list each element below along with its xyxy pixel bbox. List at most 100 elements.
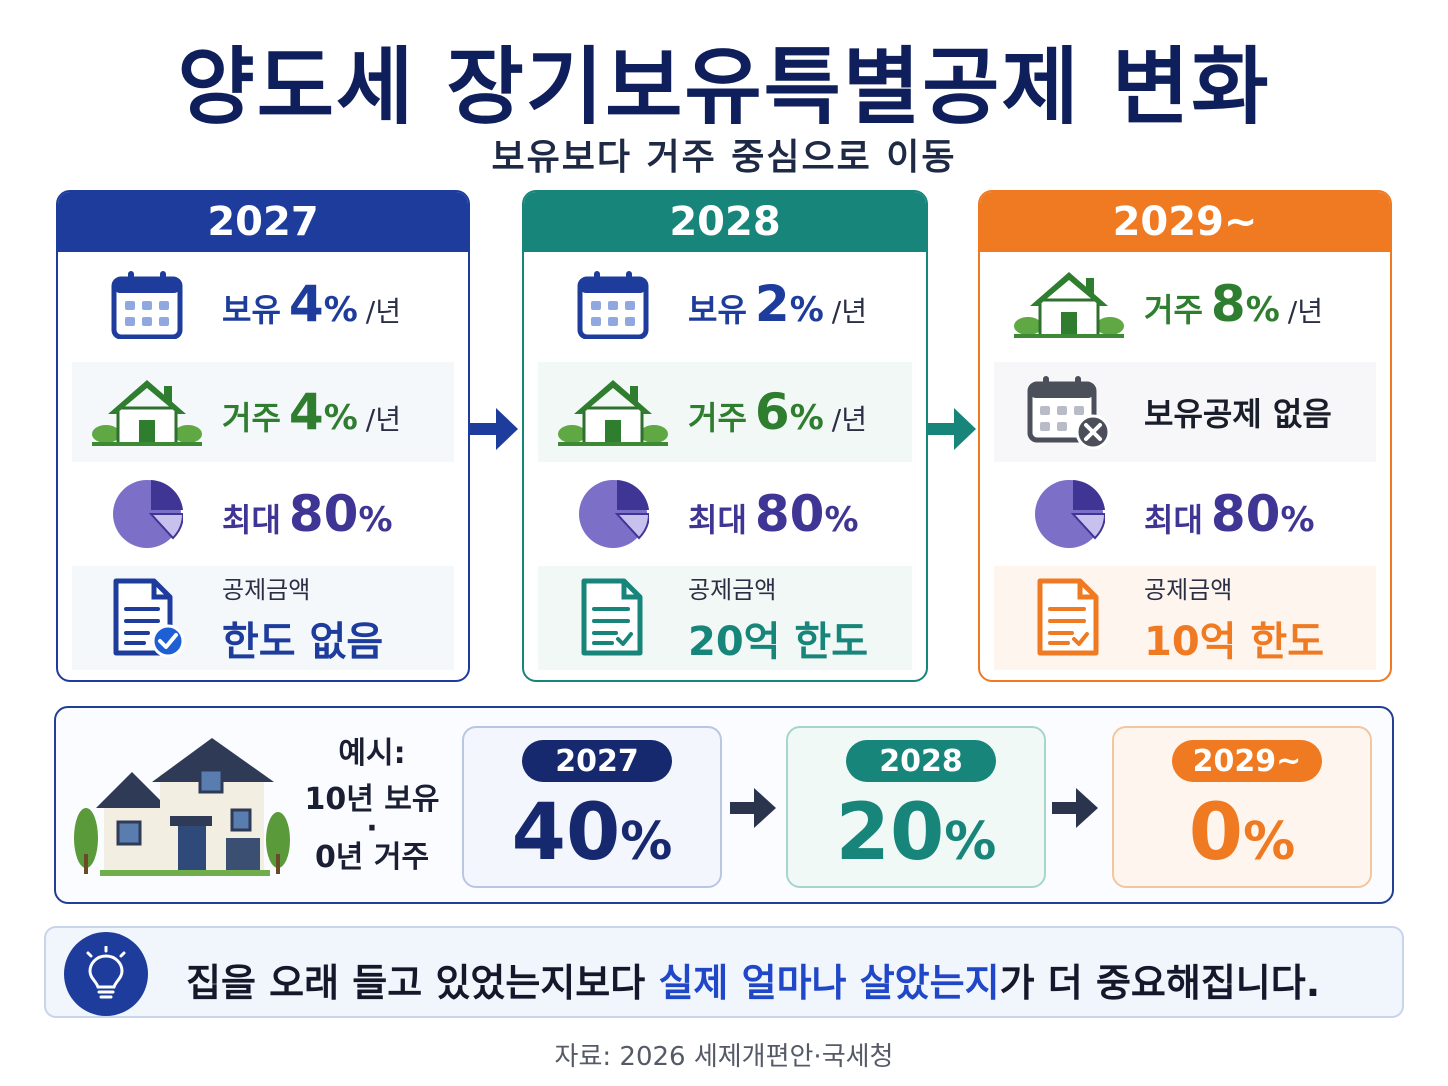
document-icon — [538, 577, 688, 659]
key-takeaway-text: 집을 오래 들고 있었는지보다 실제 얼마나 살았는지가 더 중요해집니다. — [186, 952, 1320, 1007]
row-value: 한도 없음 — [222, 618, 384, 665]
holding-rate-row: 보유 4% /년 — [72, 254, 454, 354]
deduction-limit-row: 공제금액 20억 한도 — [538, 566, 912, 670]
no-holding-deduction-row: 보유공제 없음 — [994, 362, 1376, 462]
row-label: 보유 — [688, 291, 747, 329]
page-subtitle: 보유보다 거주 중심으로 이동 — [491, 137, 957, 178]
row-percent: % — [824, 500, 859, 540]
arrow-right-icon — [470, 408, 518, 450]
arrow-right-icon — [1052, 788, 1098, 828]
example-rate-percent: % — [944, 812, 997, 872]
pie-chart-icon — [538, 478, 688, 550]
row-label: 최대 — [222, 501, 281, 539]
example-2027: 2027 40% — [462, 726, 722, 888]
key-takeaway-banner: 집을 오래 들고 있었는지보다 실제 얼마나 살았는지가 더 중요해집니다. — [44, 926, 1404, 1018]
example-description: 예시: 10년 보유 · 0년 거주 — [302, 736, 442, 876]
row-percent: % — [323, 398, 358, 438]
pie-chart-icon — [994, 478, 1144, 550]
row-label: 거주 — [1144, 291, 1203, 329]
row-label: 공제금액 — [222, 575, 311, 604]
document-check-icon — [72, 577, 222, 659]
row-value: 20억 한도 — [688, 618, 868, 665]
calendar-icon — [538, 269, 688, 339]
example-holding: 10년 보유 — [304, 782, 440, 817]
example-rate: 0% — [1114, 788, 1370, 878]
example-panel: 예시: 10년 보유 · 0년 거주 2027 40% 2028 20% 202… — [54, 706, 1394, 904]
row-value: 6 — [754, 383, 790, 441]
row-value: 80 — [1210, 485, 1281, 543]
source-note: 자료: 2026 세제개편안·국세청 — [554, 1042, 894, 1072]
row-value: 80 — [754, 485, 825, 543]
calendar-icon — [72, 269, 222, 339]
row-label: 거주 — [688, 399, 747, 437]
deduction-limit-row: 공제금액 10억 한도 — [994, 566, 1376, 670]
row-unit: /년 — [831, 295, 867, 328]
example-year-pill: 2027 — [522, 740, 672, 782]
example-rate: 40% — [464, 788, 720, 878]
arrow-right-icon — [730, 788, 776, 828]
card-year-header: 2027 — [58, 192, 468, 252]
row-unit: /년 — [365, 295, 401, 328]
example-2029: 2029~ 0% — [1112, 726, 1372, 888]
residence-rate-row: 거주 8% /년 — [994, 254, 1376, 354]
example-rate-percent: % — [620, 812, 673, 872]
row-label: 공제금액 — [1144, 575, 1233, 604]
max-rate-row: 최대 80% — [994, 464, 1376, 564]
row-unit: /년 — [831, 403, 867, 436]
pie-chart-icon — [72, 478, 222, 550]
example-label: 예시: — [338, 736, 406, 771]
row-label: 최대 — [1144, 501, 1203, 539]
takeaway-part: 가 더 중요해집니다. — [999, 961, 1321, 1005]
row-percent: % — [1245, 290, 1280, 330]
max-rate-row: 최대 80% — [72, 464, 454, 564]
row-label: 거주 — [222, 399, 281, 437]
example-separator: · — [366, 811, 378, 846]
example-residence: 0년 거주 — [314, 840, 430, 875]
example-rate: 20% — [788, 788, 1044, 878]
holding-rate-row: 보유 2% /년 — [538, 254, 912, 354]
house-illustration — [74, 738, 290, 876]
row-percent: % — [789, 290, 824, 330]
row-label: 공제금액 — [688, 575, 777, 604]
page-title: 양도세 장기보유특별공제 변화 — [177, 38, 1271, 136]
row-label: 보유공제 없음 — [1144, 395, 1332, 433]
row-unit: /년 — [365, 403, 401, 436]
row-value: 80 — [288, 485, 359, 543]
calendar-x-icon — [994, 374, 1144, 450]
row-unit: /년 — [1287, 295, 1323, 328]
row-percent: % — [789, 398, 824, 438]
max-rate-row: 최대 80% — [538, 464, 912, 564]
row-percent: % — [1280, 500, 1315, 540]
row-value: 2 — [754, 275, 790, 333]
row-value: 4 — [288, 275, 324, 333]
card-2029: 2029~ 거주 8% /년 보유공제 없음 — [978, 190, 1392, 682]
card-year-header: 2028 — [524, 192, 926, 252]
example-year-pill: 2029~ — [1172, 740, 1322, 782]
card-year-header: 2029~ — [980, 192, 1390, 252]
row-percent: % — [323, 290, 358, 330]
residence-rate-row: 거주 6% /년 — [538, 362, 912, 462]
arrow-right-icon — [928, 408, 976, 450]
residence-rate-row: 거주 4% /년 — [72, 362, 454, 462]
house-icon — [72, 376, 222, 448]
example-rate-value: 20 — [835, 788, 945, 878]
row-percent: % — [358, 500, 393, 540]
deduction-limit-row: 공제금액 한도 없음 — [72, 566, 454, 670]
lightbulb-icon — [64, 932, 148, 1016]
example-rate-value: 40 — [511, 788, 621, 878]
example-year-pill: 2028 — [846, 740, 996, 782]
example-2028: 2028 20% — [786, 726, 1046, 888]
takeaway-highlight: 실제 얼마나 살았는지 — [658, 961, 1000, 1005]
house-icon — [994, 268, 1144, 340]
row-value: 4 — [288, 383, 324, 441]
card-2027: 2027 보유 4% /년 거주 4% /년 최대 80% — [56, 190, 470, 682]
row-value: 8 — [1210, 275, 1246, 333]
row-label: 최대 — [688, 501, 747, 539]
example-rate-value: 0 — [1188, 788, 1244, 878]
takeaway-part: 집을 오래 들고 있었는지보다 — [186, 961, 659, 1005]
card-2028: 2028 보유 2% /년 거주 6% /년 최대 80% — [522, 190, 928, 682]
example-rate-percent: % — [1243, 812, 1296, 872]
house-icon — [538, 376, 688, 448]
row-value: 10억 한도 — [1144, 618, 1324, 665]
document-icon — [994, 577, 1144, 659]
